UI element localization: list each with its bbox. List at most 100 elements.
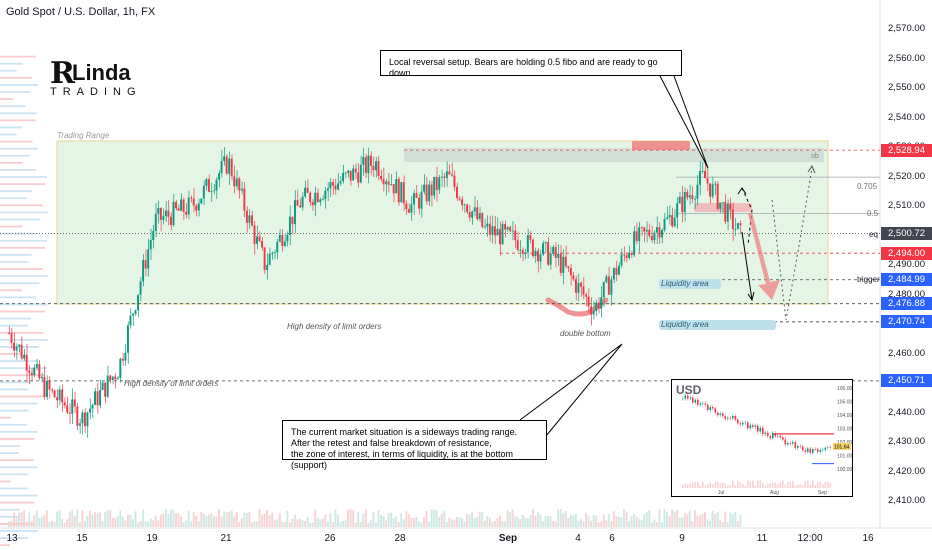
volume-bar	[215, 516, 218, 527]
volume-bar	[478, 511, 481, 527]
candle-body	[536, 250, 539, 262]
time-tick-label: 6	[609, 533, 615, 544]
volume-bar	[263, 513, 266, 527]
candle-body	[478, 213, 481, 220]
volume-profile-bar	[0, 374, 45, 377]
candle-body	[235, 178, 238, 187]
volume-bar	[45, 510, 48, 527]
inset-volume-bar	[699, 485, 702, 488]
volume-bar	[81, 510, 84, 527]
candle-body	[493, 226, 496, 236]
volume-profile-bar	[0, 303, 48, 306]
projection-line-2	[741, 187, 753, 246]
volume-bar	[8, 521, 10, 527]
volume-bar	[407, 514, 410, 527]
candle-body	[106, 375, 109, 397]
candle-body	[314, 192, 317, 206]
volume-bar	[250, 522, 253, 527]
candle-body	[218, 173, 221, 180]
volume-bar	[534, 515, 537, 527]
volume-bar	[33, 515, 36, 527]
volume-bar	[185, 520, 188, 527]
candle-body	[590, 306, 593, 315]
candle-body	[152, 230, 155, 241]
volume-bar	[38, 517, 41, 527]
volume-bar	[164, 509, 167, 527]
price-tick-label: 2,440.00	[888, 406, 925, 418]
inset-volume-bar	[757, 480, 759, 488]
candle-body	[661, 230, 663, 238]
inset-volume-bar	[752, 480, 754, 488]
candle-body	[182, 199, 185, 212]
inset-candle-body	[804, 450, 807, 452]
volume-bar	[721, 522, 724, 527]
candle-body	[554, 247, 557, 258]
candle-body	[76, 406, 79, 426]
volume-bar	[466, 513, 469, 527]
candle-body	[625, 255, 628, 259]
candle-body	[352, 168, 355, 181]
inset-volume-bar	[729, 484, 732, 488]
volume-profile-bar	[0, 331, 44, 334]
candle-body	[372, 165, 375, 171]
candle-body	[380, 175, 382, 180]
candle-body	[407, 209, 410, 213]
volume-bar	[516, 517, 519, 527]
candle-body	[499, 228, 501, 245]
inset-candle-body	[732, 416, 734, 419]
candle-body	[468, 212, 471, 218]
inset-current-tag	[833, 442, 851, 450]
volume-bar	[349, 509, 352, 527]
candle-body	[281, 234, 284, 247]
candle-body	[438, 177, 441, 190]
candle-body	[721, 202, 724, 204]
volume-bar	[197, 521, 200, 527]
volume-bar	[134, 511, 137, 527]
inset-current-value: 101.64	[834, 444, 850, 450]
volume-profile-bar	[0, 473, 29, 476]
volume-bar	[114, 517, 117, 527]
candle-body	[61, 389, 64, 403]
candle-body	[294, 200, 296, 225]
volume-bar	[382, 516, 385, 527]
inset-candle-body	[752, 425, 754, 427]
candle-body	[564, 256, 567, 267]
candle-body	[309, 192, 312, 202]
candle-body	[283, 241, 286, 247]
candle-body	[668, 214, 671, 218]
inset-candle-body	[739, 423, 742, 425]
candle-body	[633, 231, 636, 255]
volume-bar	[719, 520, 722, 527]
volume-bar	[126, 514, 129, 527]
candle-body	[612, 268, 615, 280]
volume-bar	[696, 515, 699, 527]
candle-body	[169, 216, 172, 226]
volume-bar	[476, 516, 479, 527]
volume-bar	[423, 516, 426, 527]
candle-body	[205, 178, 208, 186]
candle-body	[25, 354, 28, 371]
volume-bar	[149, 518, 152, 527]
volume-bar	[187, 510, 190, 527]
inset-volume-bar	[692, 483, 694, 488]
volume-bar	[433, 509, 436, 527]
inset-candle-body	[724, 416, 727, 419]
candle-body	[455, 186, 458, 199]
volume-bar	[628, 520, 631, 527]
volume-bar	[86, 515, 89, 527]
volume-bar	[23, 510, 26, 527]
candle-body	[271, 253, 274, 254]
inset-volume-bar	[794, 485, 797, 488]
volume-bar	[321, 518, 324, 527]
volume-profile-bar	[0, 367, 48, 370]
candle-body	[471, 211, 474, 218]
inset-volume-bar	[789, 481, 792, 488]
volume-bar	[66, 519, 69, 527]
volume-bar	[213, 516, 215, 527]
inset-candle-body	[807, 448, 809, 452]
volume-profile-bar	[0, 225, 23, 228]
volume-profile-bar	[0, 112, 37, 115]
candle-body	[207, 178, 210, 192]
volume-bar	[359, 521, 362, 527]
